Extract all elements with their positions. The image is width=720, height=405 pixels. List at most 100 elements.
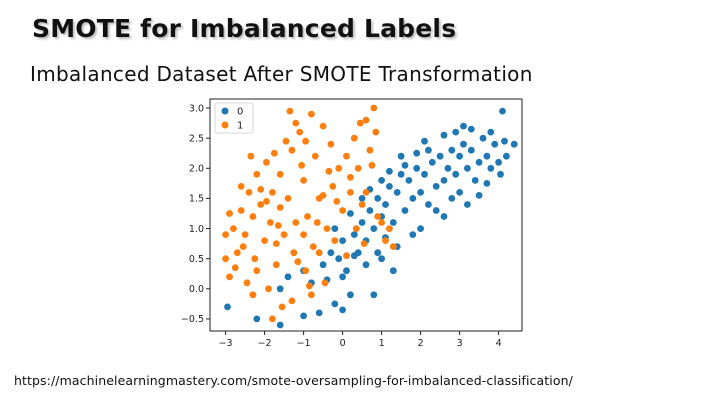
slide-title: SMOTE for Imbalanced Labels bbox=[32, 14, 457, 43]
series-0-points bbox=[224, 107, 518, 329]
series-1-point bbox=[300, 177, 307, 184]
x-tick-label: 1 bbox=[379, 338, 385, 349]
series-1-point bbox=[311, 152, 319, 160]
series-0-point bbox=[428, 158, 436, 166]
series-1-point bbox=[386, 225, 393, 233]
series-1-point bbox=[315, 249, 323, 257]
x-tick-label: 4 bbox=[496, 338, 502, 349]
series-0-point bbox=[315, 309, 323, 317]
series-1-point bbox=[222, 255, 229, 263]
series-1-point bbox=[237, 183, 245, 190]
series-1-point bbox=[321, 279, 329, 287]
series-1-point bbox=[319, 192, 327, 199]
series-1-point bbox=[362, 189, 370, 196]
series-0-point bbox=[460, 122, 467, 130]
series-0-point bbox=[487, 128, 495, 136]
series-1-point bbox=[222, 231, 229, 239]
series-1-point bbox=[272, 261, 280, 269]
series-1-point bbox=[280, 231, 288, 239]
series-1-point bbox=[247, 152, 255, 160]
series-1-point bbox=[294, 258, 302, 266]
series-0-point bbox=[319, 261, 327, 269]
series-1-point bbox=[230, 225, 237, 233]
series-1-point bbox=[352, 225, 360, 233]
series-0-point bbox=[343, 267, 350, 275]
source-url-link[interactable]: https://machinelearningmastery.com/smote… bbox=[14, 373, 573, 388]
series-1-point bbox=[372, 128, 380, 136]
series-0-point bbox=[464, 164, 471, 172]
series-0-point bbox=[339, 237, 346, 245]
series-1-point bbox=[226, 210, 233, 217]
series-0-point bbox=[425, 146, 432, 154]
series-0-point bbox=[448, 195, 456, 202]
x-tick-label: 3 bbox=[457, 338, 463, 349]
series-1-point bbox=[288, 297, 296, 305]
series-1-point bbox=[308, 291, 315, 299]
series-0-point bbox=[374, 195, 382, 202]
series-1-points bbox=[222, 104, 397, 323]
series-1-point bbox=[233, 249, 241, 257]
series-0-point bbox=[452, 128, 460, 136]
series-1-point bbox=[339, 207, 346, 214]
legend-label-1: 1 bbox=[237, 121, 243, 132]
series-1-point bbox=[308, 110, 315, 118]
x-axis: −3 −2 −1 0 1 2 3 4 bbox=[219, 331, 502, 349]
x-tick-label: 0 bbox=[340, 338, 346, 349]
series-0-point bbox=[339, 273, 346, 281]
series-1-point bbox=[298, 161, 305, 169]
legend-label-0: 0 bbox=[237, 107, 243, 118]
series-0-point bbox=[440, 131, 448, 139]
series-1-point bbox=[288, 146, 296, 154]
series-0-point bbox=[362, 261, 370, 269]
series-1-point bbox=[276, 204, 284, 211]
series-1-point bbox=[272, 240, 280, 248]
series-1-point bbox=[343, 152, 350, 160]
y-axis: −0.5 0.0 0.5 1.0 1.5 2.0 2.5 3.0 bbox=[181, 103, 210, 325]
series-0-point bbox=[300, 312, 307, 320]
series-1-point bbox=[284, 195, 292, 202]
series-1-point bbox=[304, 213, 311, 220]
series-0-point bbox=[510, 140, 518, 148]
series-1-point bbox=[269, 189, 276, 196]
series-0-point bbox=[487, 164, 495, 172]
series-0-point bbox=[501, 137, 508, 145]
series-0-point bbox=[378, 177, 385, 184]
series-1-point bbox=[374, 213, 382, 220]
series-1-point bbox=[265, 285, 272, 293]
slide-subtitle: Imbalanced Dataset After SMOTE Transform… bbox=[30, 62, 533, 86]
series-0-point bbox=[503, 152, 510, 160]
series-1-point bbox=[319, 122, 327, 130]
series-1-point bbox=[253, 170, 261, 178]
series-0-point bbox=[421, 137, 428, 145]
series-0-point bbox=[456, 152, 463, 160]
series-0-point bbox=[393, 189, 401, 196]
series-1-point bbox=[331, 237, 339, 245]
series-1-point bbox=[251, 255, 259, 263]
series-0-point bbox=[495, 158, 502, 166]
legend: 0 1 bbox=[214, 102, 254, 134]
series-0-point bbox=[436, 152, 444, 160]
series-1-point bbox=[290, 249, 298, 257]
series-1-point bbox=[347, 173, 354, 181]
series-0-point bbox=[452, 170, 460, 178]
series-0-point bbox=[389, 267, 397, 275]
series-1-point bbox=[313, 219, 321, 226]
series-1-point bbox=[329, 183, 337, 190]
series-1-point bbox=[325, 167, 333, 175]
series-0-point bbox=[389, 219, 397, 226]
series-1-point bbox=[382, 237, 389, 245]
legend-marker-0 bbox=[221, 107, 229, 115]
series-1-point bbox=[239, 243, 247, 251]
series-1-point bbox=[278, 303, 286, 311]
series-0-point bbox=[331, 225, 339, 233]
series-0-point bbox=[444, 164, 452, 172]
series-1-point bbox=[368, 161, 376, 169]
x-tick-label: 2 bbox=[418, 338, 424, 349]
series-1-point bbox=[366, 146, 374, 154]
series-1-point bbox=[343, 252, 350, 260]
series-0-point bbox=[475, 192, 483, 199]
series-0-point bbox=[417, 189, 424, 196]
series-1-point bbox=[226, 273, 233, 281]
series-1-point bbox=[261, 237, 268, 245]
series-1-point bbox=[296, 128, 304, 136]
